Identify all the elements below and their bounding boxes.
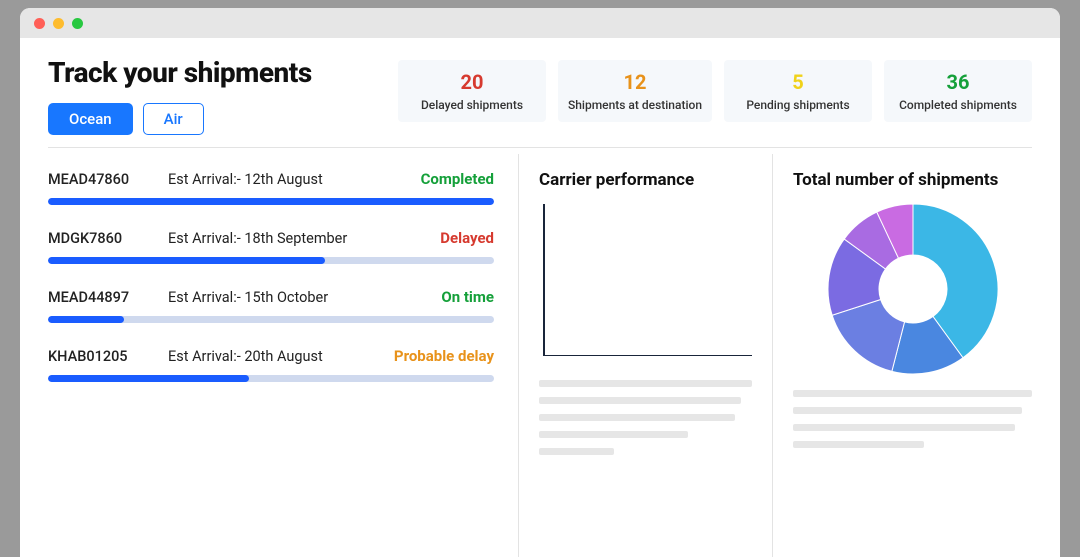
window-min-dot[interactable] (53, 18, 64, 29)
shipment-eta: Est Arrival:- 18th September (168, 230, 440, 247)
stat-value: 5 (734, 70, 862, 94)
carrier-panel-title: Carrier performance (539, 170, 752, 190)
placeholder-line (793, 390, 1032, 397)
window-close-dot[interactable] (34, 18, 45, 29)
shipment-row[interactable]: MEAD47860Est Arrival:- 12th AugustComple… (48, 170, 494, 205)
shipment-id: MEAD47860 (48, 171, 168, 188)
shipment-row[interactable]: KHAB01205Est Arrival:- 20th AugustProbab… (48, 347, 494, 382)
donut-panel-title: Total number of shipments (793, 170, 1032, 190)
header-row: Track your shipments Ocean Air 20 Delayed … (48, 56, 1032, 135)
shipment-status: Completed (421, 170, 494, 188)
stat-value: 12 (568, 70, 702, 94)
stat-card[interactable]: 20 Delayed shipments (398, 60, 546, 122)
shipment-eta: Est Arrival:- 12th August (168, 171, 421, 188)
placeholder-line (539, 397, 741, 404)
placeholder-line (539, 431, 688, 438)
panels: MEAD47860Est Arrival:- 12th AugustComple… (48, 154, 1032, 557)
tab-ocean[interactable]: Ocean (48, 103, 133, 135)
stat-card[interactable]: 36 Completed shipments (884, 60, 1032, 122)
page-title: Track your shipments (48, 56, 312, 89)
app-window: Track your shipments Ocean Air 20 Delayed … (20, 8, 1060, 557)
shipment-eta: Est Arrival:- 15th October (168, 289, 441, 306)
donut-placeholder-lines (793, 390, 1032, 448)
content-area: Track your shipments Ocean Air 20 Delayed … (20, 38, 1060, 557)
shipment-meta: KHAB01205Est Arrival:- 20th AugustProbab… (48, 347, 494, 365)
shipment-progress (48, 257, 494, 264)
stat-value: 36 (894, 70, 1022, 94)
shipment-progress (48, 198, 494, 205)
stat-label: Delayed shipments (408, 98, 536, 112)
placeholder-line (539, 380, 752, 387)
chart-y-axis (543, 204, 545, 356)
mode-tabs: Ocean Air (48, 103, 312, 135)
shipments-panel: MEAD47860Est Arrival:- 12th AugustComple… (48, 154, 518, 557)
stat-label: Shipments at destination (568, 98, 702, 112)
carrier-bar-chart (539, 204, 752, 364)
shipment-row[interactable]: MEAD44897Est Arrival:- 15th OctoberOn ti… (48, 288, 494, 323)
stat-label: Completed shipments (894, 98, 1022, 112)
shipment-progress (48, 375, 494, 382)
stat-label: Pending shipments (734, 98, 862, 112)
title-block: Track your shipments Ocean Air (48, 56, 312, 135)
shipment-eta: Est Arrival:- 20th August (168, 348, 394, 365)
shipment-status: Probable delay (394, 347, 494, 365)
shipment-meta: MEAD44897Est Arrival:- 15th OctoberOn ti… (48, 288, 494, 306)
shipment-status: Delayed (440, 229, 494, 247)
carrier-panel: Carrier performance (518, 154, 772, 557)
shipment-progress-fill (48, 198, 494, 205)
carrier-placeholder-lines (539, 380, 752, 455)
placeholder-line (539, 414, 735, 421)
shipment-progress-fill (48, 316, 124, 323)
window-max-dot[interactable] (72, 18, 83, 29)
donut-chart (793, 204, 1032, 374)
shipment-row[interactable]: MDGK7860Est Arrival:- 18th SeptemberDela… (48, 229, 494, 264)
shipment-progress (48, 316, 494, 323)
placeholder-line (793, 424, 1015, 431)
placeholder-line (539, 448, 614, 455)
tab-air[interactable]: Air (143, 103, 204, 135)
donut-svg (828, 204, 998, 374)
window-titlebar (20, 8, 1060, 38)
placeholder-line (793, 407, 1022, 414)
stat-card[interactable]: 5 Pending shipments (724, 60, 872, 122)
stat-cards: 20 Delayed shipments 12 Shipments at destin… (398, 60, 1032, 122)
shipment-id: MDGK7860 (48, 230, 168, 247)
shipment-id: KHAB01205 (48, 348, 168, 365)
chart-bars (553, 204, 748, 355)
stat-card[interactable]: 12 Shipments at destination (558, 60, 712, 122)
shipment-meta: MEAD47860Est Arrival:- 12th AugustComple… (48, 170, 494, 188)
stat-value: 20 (408, 70, 536, 94)
shipment-progress-fill (48, 375, 249, 382)
shipment-progress-fill (48, 257, 325, 264)
shipment-meta: MDGK7860Est Arrival:- 18th SeptemberDela… (48, 229, 494, 247)
placeholder-line (793, 441, 924, 448)
shipment-status: On time (441, 288, 494, 306)
donut-panel: Total number of shipments (772, 154, 1032, 557)
shipment-id: MEAD44897 (48, 289, 168, 306)
header-divider (48, 147, 1032, 148)
